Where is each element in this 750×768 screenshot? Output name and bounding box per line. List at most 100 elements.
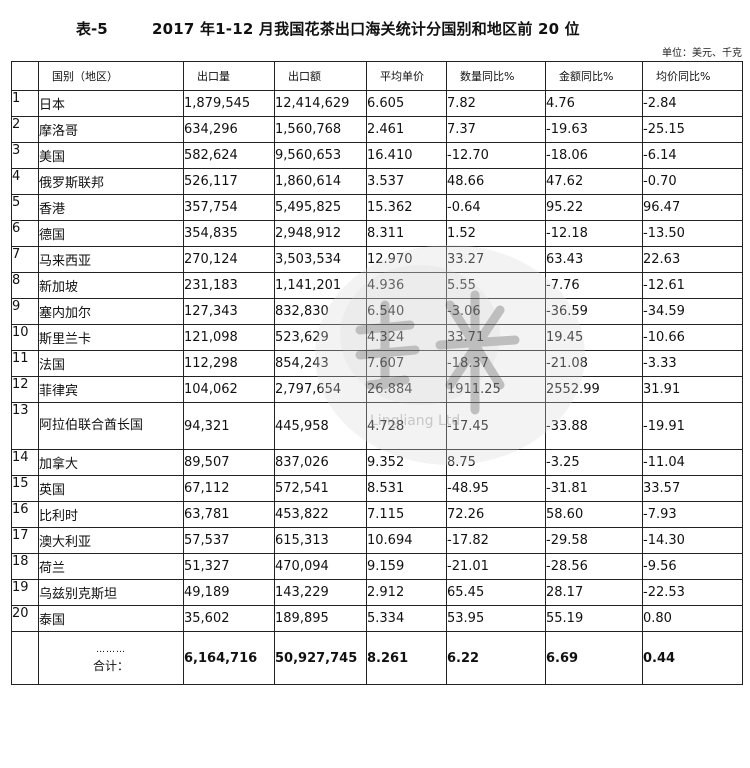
amount-cell: 1,860,614 xyxy=(274,168,367,195)
qty-yoy-cell: -3.06 xyxy=(446,298,546,325)
title-row: 表-5 2017 年1-12 月我国花茶出口海关统计分国别和地区前 20 位 xyxy=(0,18,750,42)
amount-cell: 1,560,768 xyxy=(274,116,367,143)
row-index: 16 xyxy=(11,501,39,528)
qty-yoy-cell: 53.95 xyxy=(446,605,546,632)
amount-cell: 615,313 xyxy=(274,527,367,554)
amt-yoy-cell: -21.08 xyxy=(545,350,643,377)
price-cell: 4.936 xyxy=(366,272,447,299)
price-yoy-cell: -3.33 xyxy=(642,350,743,377)
total-row: ……… 合计： 6,164,716 50,927,745 8.261 6.22 … xyxy=(11,631,743,685)
price-cell: 10.694 xyxy=(366,527,447,554)
row-index: 1 xyxy=(11,90,39,117)
price-yoy-cell: 0.80 xyxy=(642,605,743,632)
table-row: 4 俄罗斯联邦 526,117 1,860,614 3.537 48.66 47.62 -0.… xyxy=(11,168,743,195)
qty-yoy-cell: 1911.25 xyxy=(446,376,546,403)
qty-yoy-cell: -17.82 xyxy=(446,527,546,554)
price-cell: 26.884 xyxy=(366,376,447,403)
amt-yoy-cell: 19.45 xyxy=(545,324,643,351)
qty-cell: 49,189 xyxy=(183,579,275,606)
amt-yoy-cell: 2552.99 xyxy=(545,376,643,403)
unit-note: 单位：美元、千克 xyxy=(662,48,742,59)
amt-yoy-cell: 28.17 xyxy=(545,579,643,606)
price-yoy-cell: -14.30 xyxy=(642,527,743,554)
qty-cell: 127,343 xyxy=(183,298,275,325)
total-index xyxy=(11,631,39,685)
amount-cell: 3,503,534 xyxy=(274,246,367,273)
country-cell: 塞内加尔 xyxy=(38,298,184,325)
qty-cell: 35,602 xyxy=(183,605,275,632)
total-amt-yoy: 6.69 xyxy=(545,631,643,685)
row-index: 11 xyxy=(11,350,39,377)
table-row: 19 乌兹别克斯坦 49,189 143,229 2.912 65.45 28.17 -22.… xyxy=(11,579,743,606)
price-cell: 2.912 xyxy=(366,579,447,606)
row-index: 14 xyxy=(11,449,39,476)
total-label-cell: ……… 合计： xyxy=(38,631,184,685)
total-qty: 6,164,716 xyxy=(183,631,275,685)
qty-yoy-cell: 1.52 xyxy=(446,220,546,247)
amt-yoy-cell: -12.18 xyxy=(545,220,643,247)
row-index: 12 xyxy=(11,376,39,403)
header-amt-yoy: 金额同比% xyxy=(545,61,643,91)
header-price: 平均单价 xyxy=(366,61,447,91)
qty-yoy-cell: -48.95 xyxy=(446,475,546,502)
country-cell: 乌兹别克斯坦 xyxy=(38,579,184,606)
amt-yoy-cell: -31.81 xyxy=(545,475,643,502)
price-cell: 6.605 xyxy=(366,90,447,117)
table-row: 14 加拿大 89,507 837,026 9.352 8.75 -3.25 -11.04 xyxy=(11,449,743,476)
qty-yoy-cell: -0.64 xyxy=(446,194,546,221)
amount-cell: 445,958 xyxy=(274,402,367,450)
table-row: 5 香港 357,754 5,495,825 15.362 -0.64 95.22 96.47 xyxy=(11,194,743,221)
qty-cell: 121,098 xyxy=(183,324,275,351)
price-cell: 9.352 xyxy=(366,449,447,476)
row-index: 17 xyxy=(11,527,39,554)
row-index: 6 xyxy=(11,220,39,247)
price-cell: 7.607 xyxy=(366,350,447,377)
header-amount: 出口额 xyxy=(274,61,367,91)
qty-cell: 89,507 xyxy=(183,449,275,476)
table-row: 8 新加坡 231,183 1,141,201 4.936 5.55 -7.76 -12.61 xyxy=(11,272,743,299)
amt-yoy-cell: -18.06 xyxy=(545,142,643,169)
amt-yoy-cell: 58.60 xyxy=(545,501,643,528)
country-cell: 荷兰 xyxy=(38,553,184,580)
row-index: 15 xyxy=(11,475,39,502)
qty-cell: 1,879,545 xyxy=(183,90,275,117)
table-row: 1 日本 1,879,545 12,414,629 6.605 7.82 4.76 -2.84 xyxy=(11,90,743,117)
price-yoy-cell: -7.93 xyxy=(642,501,743,528)
amount-cell: 2,797,654 xyxy=(274,376,367,403)
row-index: 19 xyxy=(11,579,39,606)
amount-cell: 470,094 xyxy=(274,553,367,580)
qty-yoy-cell: 7.37 xyxy=(446,116,546,143)
price-yoy-cell: -0.70 xyxy=(642,168,743,195)
qty-cell: 112,298 xyxy=(183,350,275,377)
table-row: 3 美国 582,624 9,560,653 16.410 -12.70 -18.06 -6.… xyxy=(11,142,743,169)
amt-yoy-cell: -33.88 xyxy=(545,402,643,450)
amt-yoy-cell: 63.43 xyxy=(545,246,643,273)
table-row: 15 英国 67,112 572,541 8.531 -48.95 -31.81 33.57 xyxy=(11,475,743,502)
country-cell: 俄罗斯联邦 xyxy=(38,168,184,195)
row-index: 10 xyxy=(11,324,39,351)
row-index: 2 xyxy=(11,116,39,143)
amount-cell: 143,229 xyxy=(274,579,367,606)
table-row: 2 摩洛哥 634,296 1,560,768 2.461 7.37 -19.63 -25.1… xyxy=(11,116,743,143)
table-row: 7 马来西亚 270,124 3,503,534 12.970 33.27 63.43 22.… xyxy=(11,246,743,273)
row-index: 7 xyxy=(11,246,39,273)
table-row: 16 比利时 63,781 453,822 7.115 72.26 58.60 -7.93 xyxy=(11,501,743,528)
row-index: 13 xyxy=(11,402,39,450)
price-cell: 5.334 xyxy=(366,605,447,632)
amount-cell: 1,141,201 xyxy=(274,272,367,299)
country-cell: 阿拉伯联合酋长国 xyxy=(38,402,184,450)
country-cell: 马来西亚 xyxy=(38,246,184,273)
amt-yoy-cell: -3.25 xyxy=(545,449,643,476)
row-index: 5 xyxy=(11,194,39,221)
price-yoy-cell: -19.91 xyxy=(642,402,743,450)
table-row: 10 斯里兰卡 121,098 523,629 4.324 33.71 19.45 -10.6… xyxy=(11,324,743,351)
country-cell: 泰国 xyxy=(38,605,184,632)
qty-yoy-cell: 33.27 xyxy=(446,246,546,273)
price-yoy-cell: 96.47 xyxy=(642,194,743,221)
header-qty-yoy: 数量同比% xyxy=(446,61,546,91)
qty-yoy-cell: 7.82 xyxy=(446,90,546,117)
qty-cell: 94,321 xyxy=(183,402,275,450)
price-yoy-cell: -25.15 xyxy=(642,116,743,143)
qty-yoy-cell: -17.45 xyxy=(446,402,546,450)
country-cell: 比利时 xyxy=(38,501,184,528)
